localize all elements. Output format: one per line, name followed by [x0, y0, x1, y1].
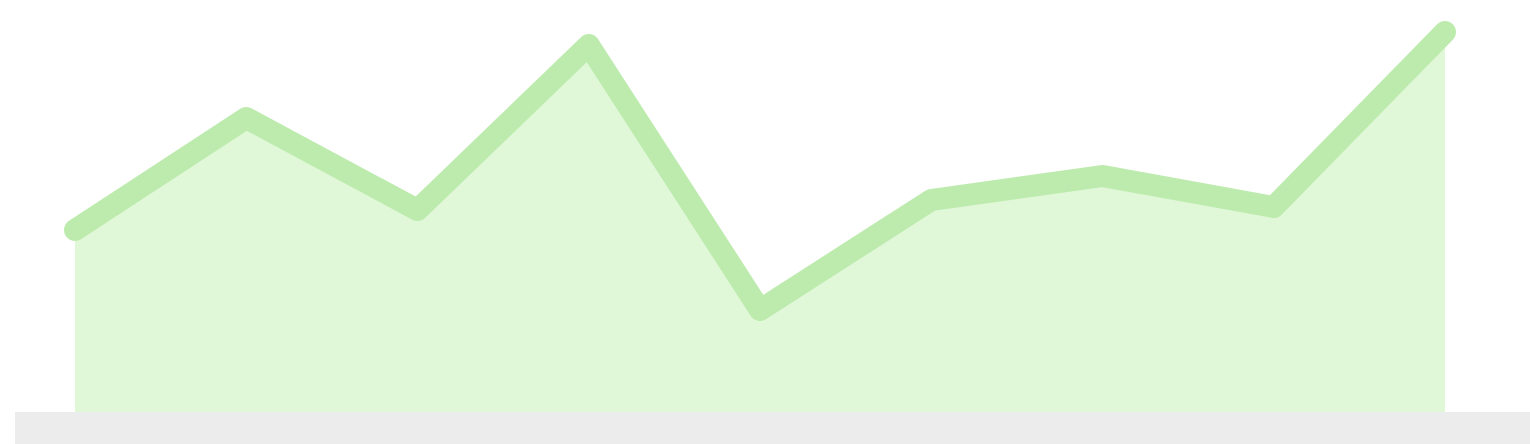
area-line [64, 21, 1456, 321]
footer-bar [15, 412, 1530, 444]
area-fill [75, 32, 1445, 412]
